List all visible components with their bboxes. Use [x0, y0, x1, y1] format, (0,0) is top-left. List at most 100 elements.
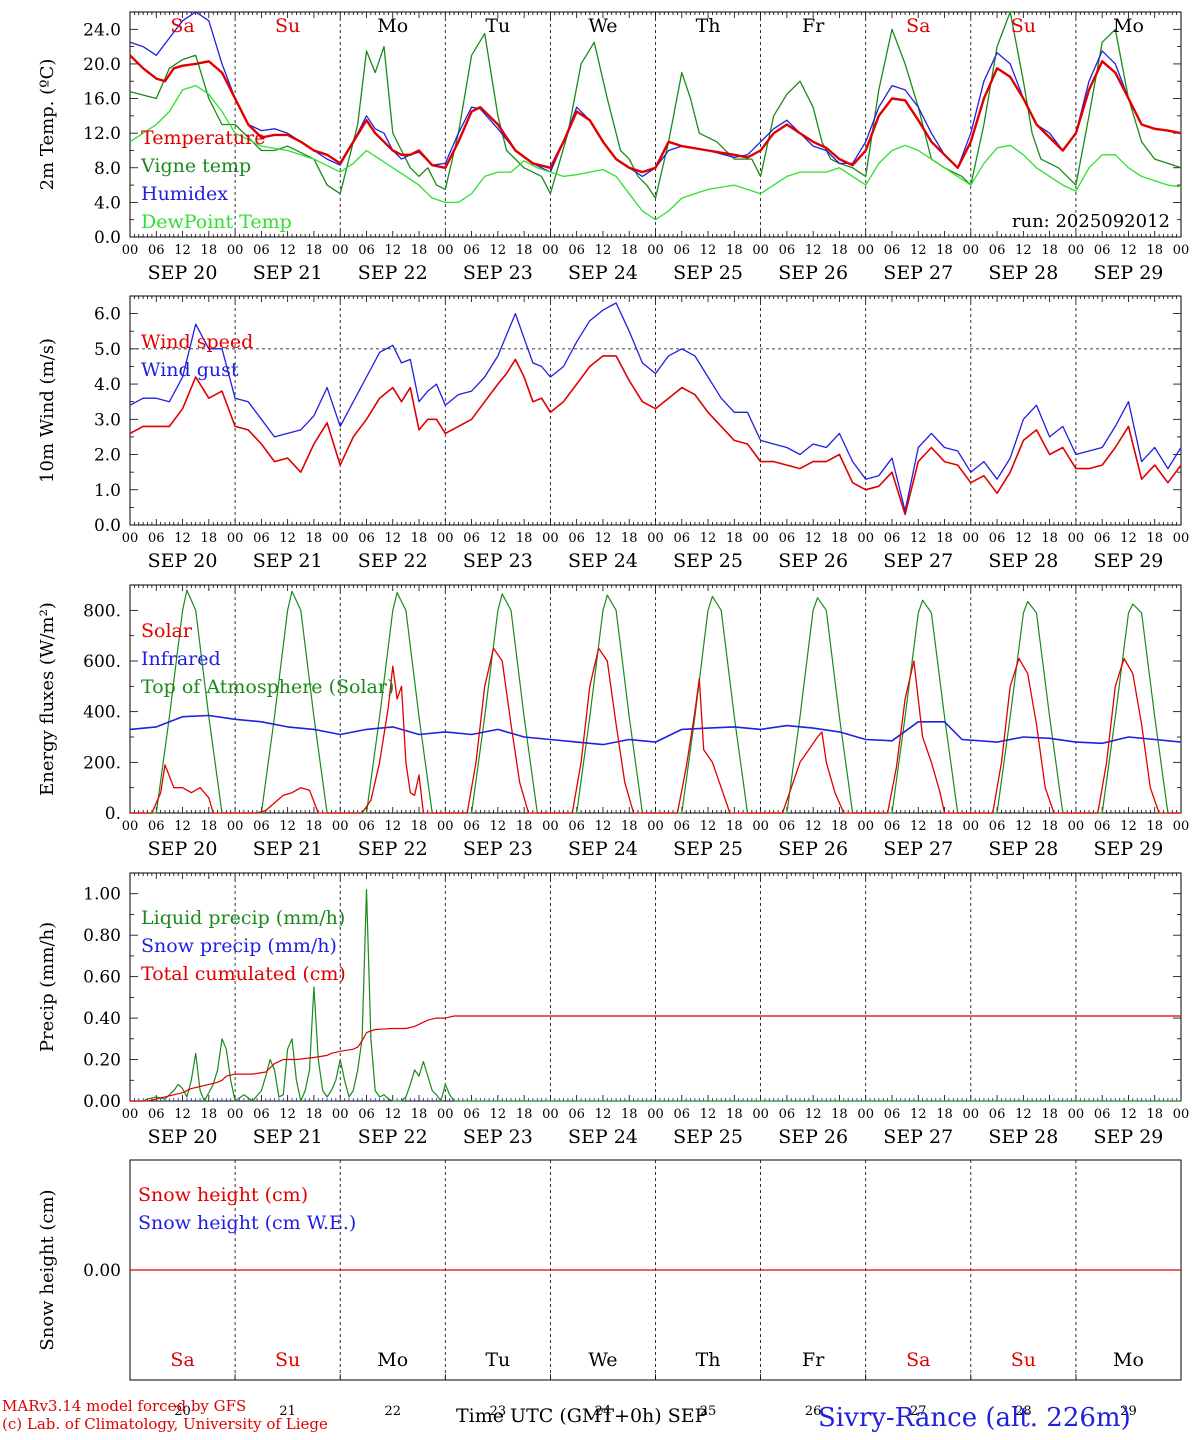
day-number-label: 21	[279, 1404, 296, 1419]
hour-tick-label: 18	[831, 819, 848, 834]
hour-tick-label: 12	[910, 243, 927, 258]
hour-tick-label: 18	[831, 531, 848, 546]
day-abbr-label: Tu	[485, 1349, 510, 1371]
hour-tick-label: 06	[463, 819, 480, 834]
hour-tick-label: 18	[1146, 531, 1163, 546]
hour-tick-label: 06	[568, 1107, 585, 1122]
hour-tick-label: 18	[936, 531, 953, 546]
hour-tick-label: 00	[542, 243, 559, 258]
hour-tick-label: 00	[963, 1107, 980, 1122]
hour-tick-label: 12	[805, 531, 822, 546]
hour-tick-label: 06	[253, 819, 270, 834]
hour-tick-label: 00	[542, 819, 559, 834]
hour-tick-label: 18	[1041, 819, 1058, 834]
series-vigne-temp	[129, 11, 1182, 199]
y-tick-label: 0.	[105, 804, 121, 824]
day-number-label: 27	[910, 1404, 927, 1419]
hour-tick-label: 18	[201, 243, 218, 258]
y-tick-label: 4.0	[94, 375, 121, 395]
hour-tick-label: 00	[122, 819, 139, 834]
day-abbr-label: Sa	[906, 1349, 930, 1371]
date-label: SEP 27	[883, 838, 953, 860]
panel-frame	[129, 11, 1182, 238]
day-abbr-label: Th	[696, 15, 721, 37]
hour-tick-label: 00	[122, 243, 139, 258]
y-tick-label: 0.40	[83, 1009, 121, 1029]
hour-tick-label: 12	[700, 531, 717, 546]
y-tick-label: 0.20	[83, 1051, 121, 1071]
hour-tick-label: 00	[437, 243, 454, 258]
series-total-cumulated-cm	[130, 1015, 1181, 1102]
hour-tick-label: 06	[884, 819, 901, 834]
hour-tick-label: 00	[647, 1107, 664, 1122]
hour-tick-label: 00	[332, 531, 349, 546]
date-label: SEP 26	[778, 550, 848, 572]
date-label: SEP 20	[148, 838, 218, 860]
hour-tick-label: 06	[148, 1107, 165, 1122]
hour-tick-label: 00	[1068, 243, 1085, 258]
hour-tick-label: 18	[306, 1107, 323, 1122]
hour-tick-label: 00	[963, 819, 980, 834]
y-tick-label: 5.0	[94, 340, 121, 360]
hour-tick-label: 18	[621, 1107, 638, 1122]
date-label: SEP 25	[673, 550, 743, 572]
hour-tick-label: 00	[647, 819, 664, 834]
hour-tick-label: 06	[358, 1107, 375, 1122]
hour-tick-label: 06	[779, 1107, 796, 1122]
time-axis-label: Time UTC (GMT+0h) SEP	[456, 1405, 708, 1427]
hour-tick-label: 18	[831, 1107, 848, 1122]
day-abbr-label: Mo	[1113, 1349, 1144, 1371]
hour-tick-label: 12	[1120, 243, 1137, 258]
hour-tick-label: 18	[516, 531, 533, 546]
y-tick-label: 400.	[83, 703, 121, 723]
date-label: SEP 29	[1094, 1126, 1164, 1148]
legend-entry: Solar	[141, 620, 193, 642]
hour-tick-label: 00	[122, 531, 139, 546]
hour-tick-label: 12	[595, 243, 612, 258]
panel-temp: 00 06 12 18 00 06 12 18 00 06 12 18 00 06 12 18 00 06 12 18…	[37, 11, 1189, 284]
hour-tick-label: 12	[805, 243, 822, 258]
hour-tick-label: 12	[1015, 819, 1032, 834]
hour-tick-label: 06	[1094, 819, 1111, 834]
date-label: SEP 25	[673, 262, 743, 284]
y-tick-label: 0.60	[83, 968, 121, 988]
hour-tick-label: 18	[411, 1107, 428, 1122]
hour-tick-label: 06	[1094, 243, 1111, 258]
day-abbr-label: Su	[275, 15, 300, 37]
day-abbr-label: Sa	[170, 1349, 194, 1371]
legend-entry: Wind speed	[141, 331, 253, 353]
hour-tick-label: 12	[1015, 531, 1032, 546]
panel-precip: 00 06 12 18 00 06 12 18 00 06 12 18 00 06 12 18 00 06 12 18…	[37, 872, 1190, 1148]
hour-tick-label: 06	[568, 819, 585, 834]
date-label: SEP 21	[253, 550, 323, 572]
hour-tick-label: 12	[910, 1107, 927, 1122]
hour-tick-label: 12	[490, 819, 507, 834]
hour-tick-label: 06	[463, 531, 480, 546]
date-label: SEP 22	[358, 262, 428, 284]
hour-tick-label: 00	[542, 1107, 559, 1122]
y-tick-label: 0.0	[94, 516, 121, 536]
copyright-credit: (c) Lab. of Climatology, University of L…	[2, 1415, 328, 1433]
hour-tick-label: 18	[201, 819, 218, 834]
hour-tick-label: 18	[201, 531, 218, 546]
panel-wind: 00 06 12 18 00 06 12 18 00 06 12 18 00 06 12 18 00 06 12 18…	[37, 295, 1189, 572]
hour-tick-label: 12	[279, 243, 296, 258]
legend-entry: Temperature	[141, 127, 265, 149]
date-label: SEP 25	[673, 1126, 743, 1148]
y-tick-label: 8.0	[94, 159, 121, 179]
hour-tick-label: 00	[1173, 1107, 1190, 1122]
hour-tick-label: 18	[411, 819, 428, 834]
hour-tick-label: 12	[490, 531, 507, 546]
hour-tick-label: 00	[857, 1107, 874, 1122]
y-tick-label: 6.0	[94, 305, 121, 325]
hour-tick-label: 00	[752, 243, 769, 258]
y-axis-label: Precip (mm/h)	[37, 922, 58, 1052]
hour-tick-label: 18	[516, 243, 533, 258]
date-label: SEP 23	[463, 550, 533, 572]
hour-tick-label: 12	[490, 243, 507, 258]
hour-tick-label: 12	[174, 531, 191, 546]
hour-tick-label: 18	[411, 243, 428, 258]
date-label: SEP 23	[463, 262, 533, 284]
hour-tick-label: 18	[621, 531, 638, 546]
